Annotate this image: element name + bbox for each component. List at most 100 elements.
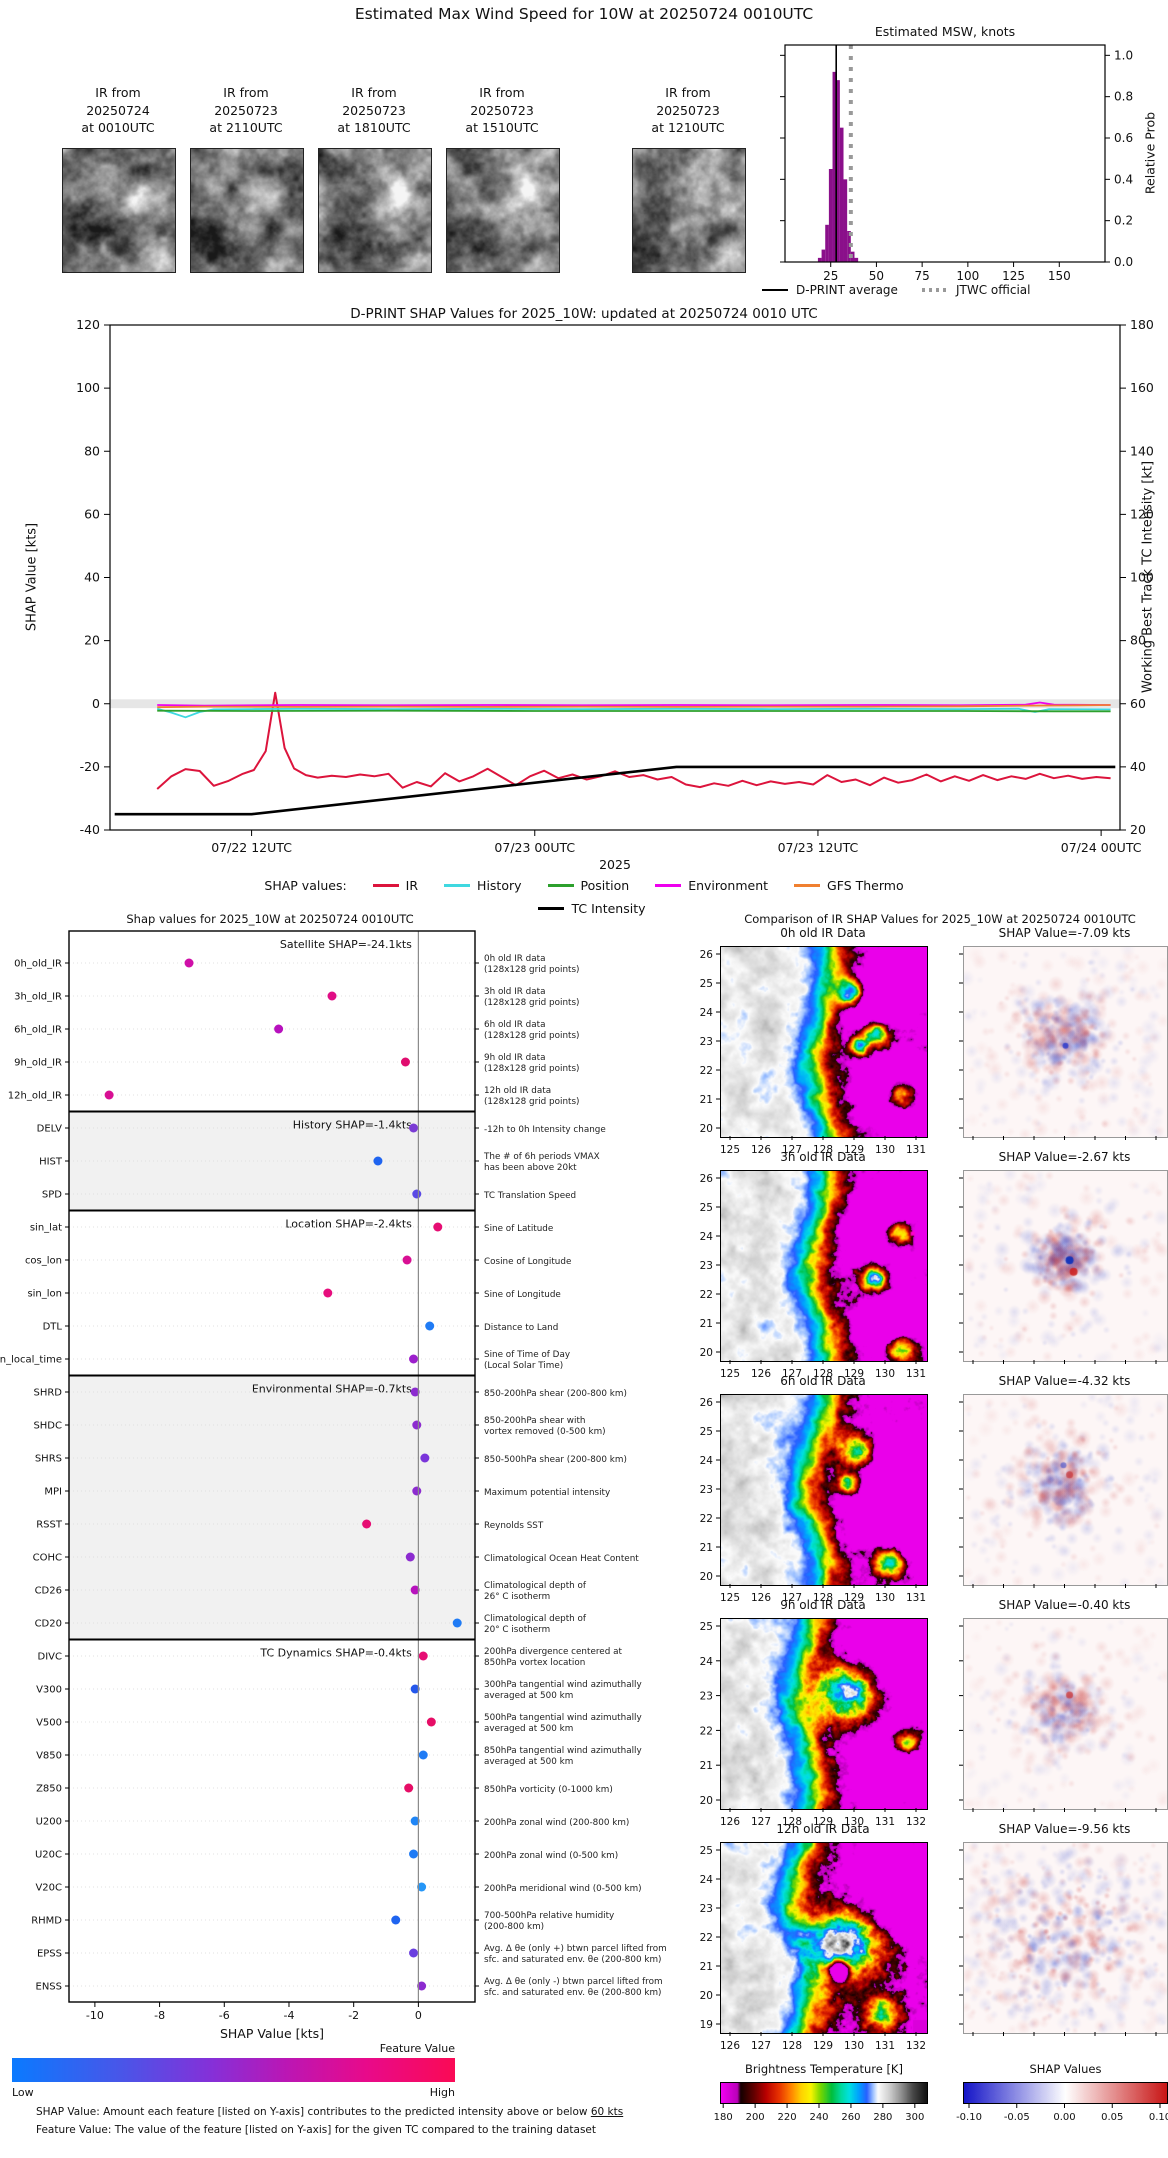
timeseries-ylabel-left: SHAP Value [kts] xyxy=(24,522,40,632)
hist-xtick: 75 xyxy=(915,269,930,283)
ts-ytick-left: -20 xyxy=(80,759,100,774)
ts-ytick-left: 20 xyxy=(84,633,100,648)
shap-dot-ENSS xyxy=(417,1981,427,1991)
bt-colorbar-tick: 200 xyxy=(746,2112,765,2123)
shap-timeseries: 120100806040200-20-401801601401201008060… xyxy=(76,317,1154,855)
dotplot-xtick: -2 xyxy=(348,2009,359,2022)
hist-ytick: 1.0 xyxy=(1114,48,1133,62)
feature-desc: 850-200hPa shear with xyxy=(484,1416,585,1426)
feature-desc: 200hPa divergence centered at xyxy=(484,1647,622,1657)
legend-swatch xyxy=(538,907,565,910)
dotplot-xtick: -10 xyxy=(86,2009,104,2022)
shap-dot-SPD xyxy=(412,1189,422,1199)
feature-desc: (128x128 grid points) xyxy=(484,1031,580,1041)
feature-label: EPSS xyxy=(37,1949,62,1960)
ir-map-ytick: 24 xyxy=(700,1231,714,1243)
feature-label: 3h_old_IR xyxy=(14,992,62,1003)
feature-desc: (128x128 grid points) xyxy=(484,1064,580,1074)
feature-desc: 9h old IR data xyxy=(484,1053,546,1063)
ts-xtick: 07/23 12UTC xyxy=(778,840,859,855)
ts-ytick-right: 20 xyxy=(1130,822,1146,837)
footnote-shap-value-text: SHAP Value: Amount each feature [listed … xyxy=(36,2106,591,2118)
dotplot-xlabel: SHAP Value [kts] xyxy=(219,2026,325,2041)
shap-dot-sin_lon xyxy=(323,1288,333,1298)
ir-map-ytick: 23 xyxy=(700,1691,713,1703)
feature-label: cos_lon xyxy=(25,1256,62,1267)
feature-label: DELV xyxy=(37,1124,62,1135)
ir-map-ytick: 20 xyxy=(700,1571,713,1583)
timeseries-ylabel-right: Working Best Track TC Intensity [kt] xyxy=(1140,460,1156,694)
ir-thumb-caption: IR from 20250723 at 1810UTC xyxy=(337,85,411,135)
feature-label: V850 xyxy=(36,1751,62,1762)
footnote-shap-value: SHAP Value: Amount each feature [listed … xyxy=(36,2106,636,2118)
ts-ytick-left: 100 xyxy=(76,380,100,395)
ts-ytick-right: 140 xyxy=(1130,443,1154,458)
shap-dot-DELV xyxy=(409,1123,419,1133)
feature-desc: Distance to Land xyxy=(484,1323,558,1333)
series-gfs-thermo xyxy=(157,704,1111,709)
feature-label: 0h_old_IR xyxy=(14,959,62,970)
feature-desc: TC Translation Speed xyxy=(483,1191,576,1201)
feature-desc: Sine of Latitude xyxy=(484,1224,553,1234)
ts-legend-item-environment: Environment xyxy=(655,878,768,893)
legend-swatch xyxy=(372,884,399,887)
feature-label: HIST xyxy=(39,1157,63,1168)
feature-desc: 850hPa tangential wind azimuthally xyxy=(484,1746,642,1756)
feature-desc: (200-800 km) xyxy=(484,1922,544,1932)
feature-value-low-label: Low xyxy=(12,2086,34,2099)
shap-dot-U20C xyxy=(409,1849,419,1859)
feature-desc: Sine of Longitude xyxy=(484,1290,561,1300)
ir-map-ytick: 22 xyxy=(700,1725,713,1737)
hist-legend-dprint: D-PRINT average xyxy=(796,283,898,297)
feature-label: U20C xyxy=(35,1850,62,1861)
ir-thumb-caption: IR from 20250723 at 2110UTC xyxy=(209,85,283,135)
hist-xtick: 25 xyxy=(823,269,838,283)
ir-map-ytick: 20 xyxy=(700,1990,713,2002)
ir-map-ytick: 25 xyxy=(700,978,713,990)
ir-map-ytick: 25 xyxy=(700,1845,713,1857)
ir-map-title-4: 12h old IR Data xyxy=(776,1822,870,1836)
feature-desc: 500hPa tangential wind azimuthally xyxy=(484,1713,642,1723)
shap-map-canvas-0 xyxy=(963,946,1168,1138)
feature-label: CD26 xyxy=(35,1586,62,1597)
shap-map-canvas-2 xyxy=(963,1394,1168,1586)
shap-map-canvas-4 xyxy=(963,1842,1168,2034)
ir-map-ytick: 22 xyxy=(700,1932,713,1944)
ts-legend-item-ir: IR xyxy=(372,878,418,893)
ir-map-xtick: 126 xyxy=(720,2040,740,2052)
ir-map-ytick: 25 xyxy=(700,1621,713,1633)
group-header: Location SHAP=-2.4kts xyxy=(285,1218,412,1231)
dotplot-xtick: -8 xyxy=(154,2009,165,2022)
ir-map-ytick: 20 xyxy=(700,1123,713,1135)
bt-colorbar-tick: 220 xyxy=(778,2112,797,2123)
timeseries-legend-row2: TC Intensity xyxy=(0,901,1168,916)
ir-map-ytick: 23 xyxy=(700,1903,713,1915)
series-ir xyxy=(156,691,1111,790)
bt-colorbar-tick: 260 xyxy=(841,2112,860,2123)
comparison-title: Comparison of IR SHAP Values for 2025_10… xyxy=(744,912,1136,926)
hist-ytick: 0.4 xyxy=(1114,172,1133,186)
feature-desc: Avg. Δ θe (only +) btwn parcel lifted fr… xyxy=(484,1944,667,1954)
timeseries-legend-row1: SHAP values: IR History Position Environment… xyxy=(0,878,1168,893)
shap-dot-V500 xyxy=(426,1717,436,1727)
feature-desc: (128x128 grid points) xyxy=(484,965,580,975)
legend-label: TC Intensity xyxy=(571,901,646,916)
histogram-title: Estimated MSW, knots xyxy=(874,24,1016,39)
shap-map-title-4: SHAP Value=-9.56 kts xyxy=(998,1822,1131,1836)
shap-colorbar-tick: 0.00 xyxy=(1053,2112,1075,2123)
ir-map-ytick: 24 xyxy=(700,1874,714,1886)
shap-dot-Z850 xyxy=(404,1783,414,1793)
feature-value-colorbar xyxy=(12,2058,455,2082)
ir-map-xtick: 129 xyxy=(813,2040,833,2052)
ts-ytick-left: 80 xyxy=(84,443,100,458)
shap-map-title-0: SHAP Value=-7.09 kts xyxy=(998,926,1131,940)
feature-desc: 3h old IR data xyxy=(484,987,546,997)
bt-colorbar xyxy=(720,2082,928,2104)
ir-map-title-1: 3h old IR Data xyxy=(780,1150,866,1164)
ts-legend-item-tc-intensity: TC Intensity xyxy=(538,901,646,916)
feature-desc: 850hPa vortex location xyxy=(484,1658,585,1668)
feature-desc: 200hPa zonal wind (0-500 km) xyxy=(484,1851,618,1861)
feature-desc: 850-500hPa shear (200-800 km) xyxy=(484,1455,627,1465)
shap-map-canvas-1 xyxy=(963,1170,1168,1362)
ir-map-title-2: 6h old IR Data xyxy=(780,1374,866,1388)
